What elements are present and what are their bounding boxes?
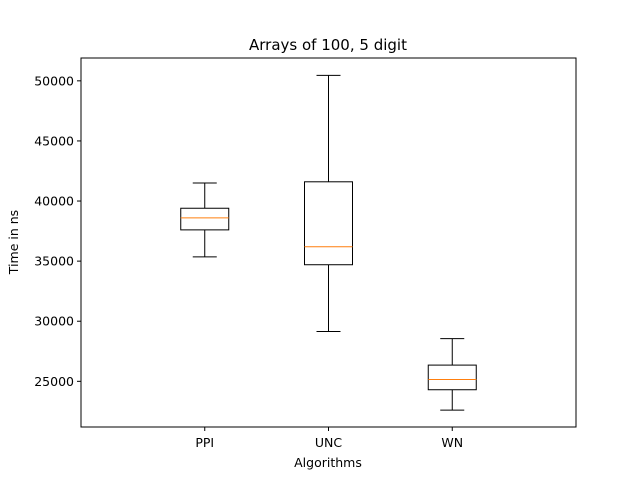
y-tick-label: 45000: [34, 133, 74, 148]
iqr-box: [180, 207, 230, 231]
x-axis-label: Algorithms: [294, 455, 362, 470]
chart-title: Arrays of 100, 5 digit: [249, 36, 407, 54]
y-tick-label: 25000: [34, 374, 74, 389]
iqr-box: [427, 364, 477, 391]
x-tick-label: PPI: [195, 435, 214, 450]
box-unc: [304, 74, 353, 332]
box-wn: [427, 338, 477, 411]
y-tick-label: 50000: [34, 73, 74, 88]
plot-area: 25000 30000 35000 40000 45000 50000 PPI UNC WN: [34, 73, 477, 450]
iqr-box: [304, 181, 353, 266]
x-tick-label: UNC: [315, 435, 342, 450]
y-axis-label: Time in ns: [6, 210, 21, 275]
box-ppi: [180, 182, 230, 258]
y-tick-label: 40000: [34, 194, 74, 209]
y-tick-label: 35000: [34, 254, 74, 269]
x-tick-label: WN: [441, 435, 463, 450]
y-tick-label: 30000: [34, 314, 74, 329]
axes-frame: [80, 57, 577, 428]
